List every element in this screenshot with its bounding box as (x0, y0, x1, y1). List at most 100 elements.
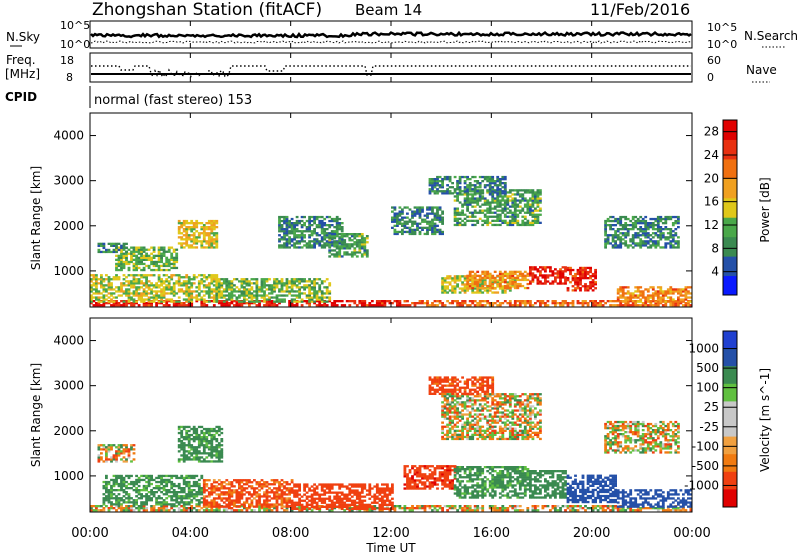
heatmap-cell (192, 482, 196, 486)
heatmap-cell (273, 505, 276, 508)
heatmap-cell (340, 240, 344, 243)
heatmap-cell (428, 182, 432, 185)
heatmap-cell (207, 244, 211, 247)
heatmap-cell (102, 242, 106, 245)
heatmap-cell (486, 184, 490, 187)
heatmap-cell (529, 199, 532, 202)
heatmap-cell (290, 224, 294, 227)
heatmap-cell (383, 302, 387, 305)
heatmap-cell (235, 501, 239, 504)
heatmap-cell (423, 505, 427, 508)
heatmap-cell (626, 296, 630, 299)
heatmap-cell (574, 505, 577, 508)
heatmap-cell (576, 300, 580, 303)
heatmap-cell (604, 222, 607, 225)
heatmap-cell (373, 304, 377, 307)
heatmap-cell (433, 186, 437, 189)
heatmap-cell (531, 276, 535, 279)
heatmap-cell (250, 286, 254, 289)
heatmap-cell (677, 219, 680, 223)
heatmap-cell (491, 211, 495, 214)
heatmap-cell (248, 292, 251, 295)
heatmap-cell (383, 304, 387, 307)
heatmap-cell (273, 282, 276, 285)
heatmap-cell (308, 230, 311, 233)
heatmap-cell (202, 489, 206, 492)
heatmap-cell (117, 489, 121, 492)
heatmap-cell (122, 252, 126, 255)
heatmap-cell (290, 238, 294, 241)
heatmap-cell (165, 493, 169, 496)
heatmap-cell (594, 275, 597, 278)
heatmap-cell (120, 260, 123, 264)
heatmap-cell (466, 286, 470, 290)
heatmap-cell (310, 300, 314, 303)
heatmap-cell (142, 503, 146, 506)
heatmap-cell (689, 286, 693, 289)
heatmap-cell (328, 255, 332, 258)
heatmap-cell (308, 292, 311, 295)
heatmap-cell (471, 286, 475, 290)
heatmap-cell (197, 503, 201, 506)
heatmap-cell (135, 292, 138, 295)
heatmap-cell (283, 215, 286, 219)
heatmap-cell (531, 219, 535, 222)
heatmap-cell (187, 238, 191, 241)
heatmap-cell (220, 497, 224, 500)
heatmap-cell (200, 226, 204, 229)
heatmap-cell (283, 282, 286, 285)
heatmap-cell (295, 302, 299, 305)
heatmap-cell (115, 242, 118, 245)
heatmap-cell (288, 304, 291, 307)
heatmap-cell (606, 236, 610, 239)
heatmap-cell (677, 298, 680, 301)
heatmap-cell (117, 258, 121, 261)
heatmap-cell (192, 497, 196, 500)
heatmap-cell (513, 201, 517, 204)
heatmap-cell (682, 304, 685, 307)
heatmap-cell (150, 282, 153, 285)
heatmap-cell (212, 219, 216, 223)
heatmap-cell (428, 226, 432, 229)
heatmap-cell (200, 232, 204, 235)
heatmap-cell (112, 302, 116, 305)
heatmap-cell (619, 219, 623, 223)
heatmap-cell (436, 304, 439, 307)
heatmap-cell (102, 298, 106, 301)
heatmap-cell (496, 304, 500, 307)
heatmap-cell (155, 501, 158, 504)
heatmap-cell (659, 286, 663, 289)
heatmap-cell (278, 503, 281, 506)
heatmap-cell (142, 505, 146, 508)
heatmap-cell (155, 509, 158, 512)
heatmap-cell (403, 509, 407, 512)
heatmap-cell (508, 215, 512, 218)
heatmap-cell (303, 278, 306, 281)
heatmap-cell (564, 276, 567, 279)
heatmap-cell (283, 234, 286, 237)
heatmap-cell (594, 272, 597, 276)
heatmap-cell (518, 278, 522, 282)
heatmap-cell (212, 304, 216, 307)
heatmap-cell (235, 286, 239, 289)
heatmap-cell (207, 286, 211, 289)
heatmap-cell (406, 230, 409, 234)
heatmap-cell (228, 483, 231, 486)
heatmap-cell (132, 264, 136, 268)
heatmap-cell (644, 298, 648, 301)
heatmap-cell (320, 236, 324, 239)
heatmap-cell (192, 224, 196, 227)
heatmap-cell (265, 497, 269, 500)
heatmap-cell (308, 286, 311, 289)
heatmap-cell (604, 219, 607, 223)
heatmap-cell (268, 286, 271, 289)
heatmap-cell (448, 190, 452, 193)
heatmap-cell (365, 237, 369, 240)
heatmap-cell (340, 226, 344, 229)
heatmap-cell (466, 209, 469, 212)
heatmap-cell (147, 480, 151, 484)
heatmap-cell (581, 277, 585, 280)
heatmap-cell (215, 296, 219, 299)
heatmap-cell (290, 286, 294, 289)
heatmap-cell (451, 277, 454, 280)
